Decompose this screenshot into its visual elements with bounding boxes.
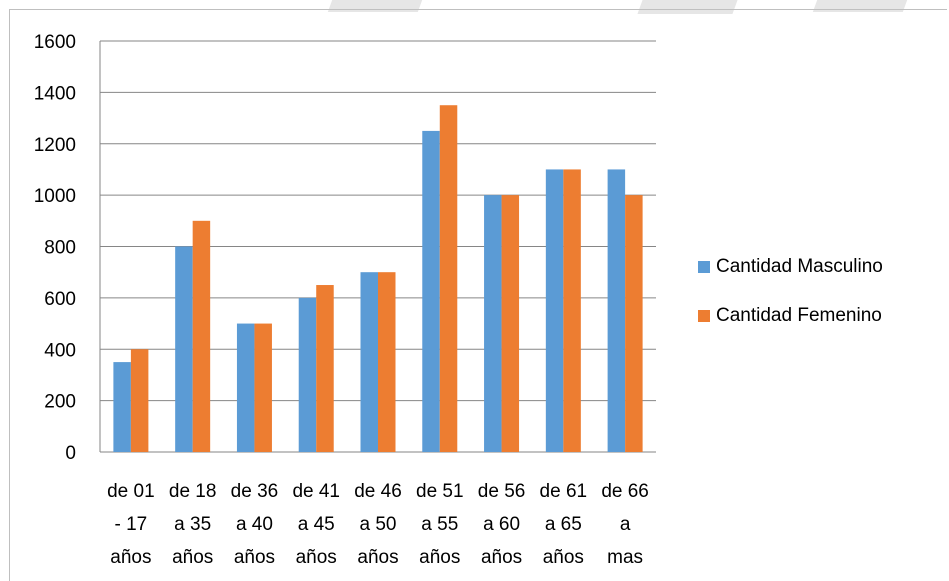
bar xyxy=(545,169,564,452)
x-tick-label: años xyxy=(543,547,584,568)
x-tick-label: de 66 xyxy=(601,481,649,502)
y-tick-label: 1400 xyxy=(34,83,76,104)
x-tick-label: a 60 xyxy=(483,514,520,535)
x-tick-label: de 46 xyxy=(354,481,402,502)
x-tick-label: de 61 xyxy=(540,481,588,502)
bar xyxy=(422,130,440,452)
x-tick-label: años xyxy=(419,547,460,568)
x-tick-label: a 65 xyxy=(545,514,582,535)
x-tick-label: a 45 xyxy=(298,514,335,535)
y-tick-label: 800 xyxy=(44,238,76,259)
bar xyxy=(298,297,317,452)
bar xyxy=(316,285,334,452)
x-tick-label: años xyxy=(296,547,337,568)
y-tick-label: 200 xyxy=(44,392,76,413)
bar xyxy=(378,272,396,452)
y-tick-label: 600 xyxy=(44,289,76,310)
x-tick-label: a 55 xyxy=(421,514,458,535)
x-tick-label: - 17 xyxy=(115,514,148,535)
x-tick-label: de 56 xyxy=(478,481,526,502)
x-tick-label: a 40 xyxy=(236,514,273,535)
bar xyxy=(607,169,626,452)
y-tick-label: 400 xyxy=(44,340,76,361)
bar xyxy=(254,323,272,452)
x-tick-label: años xyxy=(110,547,151,568)
bar xyxy=(130,349,149,452)
x-tick-label: años xyxy=(481,547,522,568)
legend-label: Cantidad Masculino xyxy=(716,256,883,277)
bar xyxy=(501,195,520,452)
legend-label: Cantidad Femenino xyxy=(716,305,882,326)
y-tick-label: 1200 xyxy=(34,135,76,156)
x-tick-label: de 01 xyxy=(107,481,155,502)
x-tick-label: a 35 xyxy=(174,514,211,535)
y-tick-label: 0 xyxy=(65,443,76,464)
chart-frame xyxy=(9,9,947,581)
y-tick-label: 1000 xyxy=(34,186,76,207)
x-tick-label: de 18 xyxy=(169,481,217,502)
x-axis-ticks: de 01 - 17 años de 18 a 35 años de 36 a 40 años d… xyxy=(107,481,649,568)
y-tick-label: 1600 xyxy=(34,32,76,53)
bars xyxy=(113,105,643,452)
legend-swatch xyxy=(698,310,710,322)
legend: Cantidad Masculino Cantidad Femenino xyxy=(698,256,883,326)
bar xyxy=(175,246,193,452)
x-tick-label: de 51 xyxy=(416,481,464,502)
y-axis-ticks: 0 200 400 600 800 1000 1200 1400 1600 xyxy=(34,32,76,464)
bar xyxy=(192,220,211,452)
bar xyxy=(563,169,581,452)
x-tick-label: mas xyxy=(607,547,643,568)
bar xyxy=(236,323,255,452)
bar xyxy=(484,195,502,452)
x-tick-label: a xyxy=(620,514,631,535)
x-tick-label: años xyxy=(172,547,213,568)
x-tick-label: de 41 xyxy=(292,481,340,502)
bar xyxy=(360,272,378,452)
x-tick-label: años xyxy=(357,547,398,568)
bar xyxy=(113,362,131,452)
bar xyxy=(625,195,643,452)
x-tick-label: de 36 xyxy=(231,481,279,502)
x-tick-label: a 50 xyxy=(360,514,397,535)
legend-swatch xyxy=(698,261,710,273)
bar xyxy=(439,105,458,452)
x-tick-label: años xyxy=(234,547,275,568)
